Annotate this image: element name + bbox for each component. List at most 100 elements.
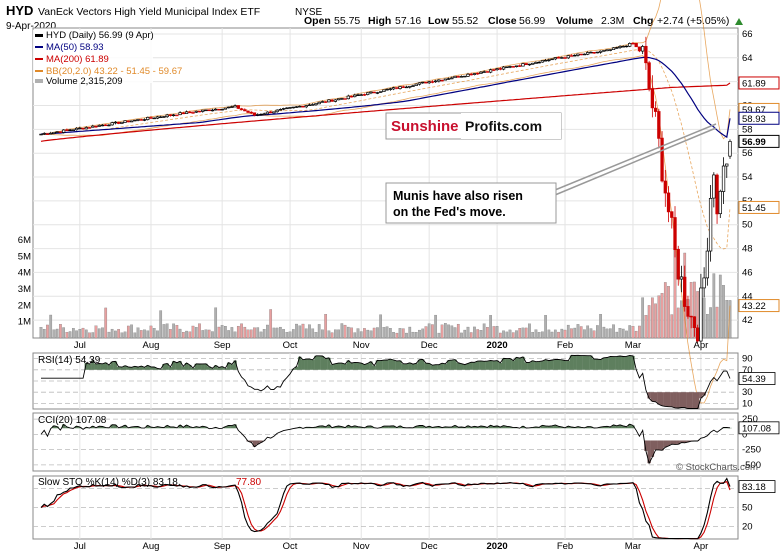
- volume-bar: [130, 324, 133, 339]
- volume-bar: [39, 327, 43, 339]
- volume-bar: [453, 327, 457, 339]
- volume-value: 2.3M: [601, 15, 624, 27]
- candle-body: [226, 106, 231, 109]
- volume-bar: [279, 326, 282, 339]
- volume-bar: [521, 327, 525, 339]
- volume-bar: [709, 307, 712, 339]
- sto-title-d: 77.80: [236, 477, 261, 488]
- candle-body: [476, 72, 480, 75]
- volume-bar: [55, 328, 59, 339]
- candle-body: [39, 133, 43, 136]
- volume-bar: [337, 329, 340, 339]
- candle-body: [521, 63, 525, 67]
- volume-bar: [266, 324, 269, 339]
- candle-body: [285, 107, 289, 110]
- candle-body: [382, 89, 386, 92]
- exchange: NYSE: [295, 7, 323, 18]
- volume-bar: [385, 326, 389, 339]
- candle-body: [540, 60, 545, 63]
- volume-bar: [660, 293, 664, 339]
- annotation: Munis have also risen on the Fed's move.: [385, 123, 717, 224]
- month-label: Apr: [693, 340, 708, 351]
- volume-bar: [427, 323, 431, 339]
- candle-body: [220, 108, 224, 111]
- volume-bar: [450, 325, 454, 339]
- logo-sunshine: Sunshine: [391, 118, 459, 135]
- candle-body: [459, 76, 464, 78]
- candle-body: [437, 79, 441, 82]
- candle-body: [472, 73, 477, 75]
- candle-body: [699, 287, 703, 342]
- candle-body: [249, 111, 253, 114]
- volume-bar: [165, 323, 169, 339]
- candle-body: [686, 306, 690, 317]
- rsi-badge: [738, 372, 776, 385]
- candle-body: [505, 66, 509, 69]
- candle-body: [129, 120, 134, 123]
- candle-body: [298, 105, 302, 108]
- candle-body: [278, 108, 283, 111]
- candle-body: [178, 112, 182, 116]
- candle-body: [369, 91, 373, 94]
- cci-line: [40, 423, 731, 465]
- volume-bar: [52, 329, 56, 339]
- candle-body: [61, 129, 66, 133]
- volume-bar: [62, 327, 65, 339]
- volume-bar: [207, 329, 211, 339]
- candle-body: [683, 276, 687, 307]
- price-tick-label: 56: [742, 148, 753, 159]
- candle-body: [236, 105, 240, 109]
- candle-body: [605, 49, 609, 52]
- candle-body: [233, 105, 237, 108]
- candle-body: [398, 86, 402, 89]
- candle-body: [417, 82, 422, 85]
- volume-bar: [434, 314, 437, 339]
- volume-bar: [693, 281, 696, 339]
- candle-body: [327, 99, 331, 103]
- candle-body: [210, 109, 215, 112]
- volume-bar: [712, 273, 716, 339]
- ma200-line: [40, 82, 731, 142]
- candle-body: [204, 109, 208, 112]
- price-tick-label: 54: [742, 172, 753, 183]
- month-label: Mar: [625, 340, 641, 351]
- month-label: Nov: [353, 541, 370, 552]
- sto-badge: [738, 480, 776, 493]
- candle-body: [488, 69, 493, 73]
- candle-body: [534, 62, 538, 64]
- chg-value: +2.74 (+5.05%): [657, 15, 729, 27]
- candle-body: [324, 101, 328, 103]
- volume-bar: [706, 314, 709, 339]
- candle-body: [715, 174, 719, 215]
- volume-bar: [185, 330, 188, 339]
- volume-bar: [440, 324, 444, 339]
- cci-title: CCI(20) 107.08: [38, 415, 107, 426]
- volume-bar: [722, 285, 725, 339]
- candle-body: [408, 85, 412, 88]
- volume-bar: [372, 327, 376, 339]
- price-badge-label: 43.22: [742, 301, 766, 312]
- volume-bar: [175, 325, 179, 339]
- volume-bar: [114, 330, 117, 339]
- volume-bar: [169, 329, 172, 339]
- volume-bar: [308, 324, 311, 339]
- candle-body: [466, 73, 470, 77]
- volume-bar: [123, 331, 127, 339]
- candle-body: [433, 80, 438, 83]
- candle-body: [634, 43, 638, 48]
- candle-body: [673, 217, 677, 250]
- volume-bar: [431, 324, 434, 339]
- candle-body: [71, 129, 75, 131]
- candle-body: [275, 109, 279, 113]
- volume-bar: [469, 332, 473, 339]
- volume-bar: [101, 327, 104, 339]
- volume-bar: [479, 330, 483, 339]
- volume-bar: [227, 330, 230, 339]
- candle-body: [531, 62, 535, 65]
- candle-body: [217, 108, 221, 111]
- volume-bar: [725, 300, 729, 339]
- candle-body: [230, 106, 234, 108]
- candle-body: [424, 81, 428, 84]
- volume-bar: [550, 331, 554, 339]
- volume-bar: [117, 329, 120, 339]
